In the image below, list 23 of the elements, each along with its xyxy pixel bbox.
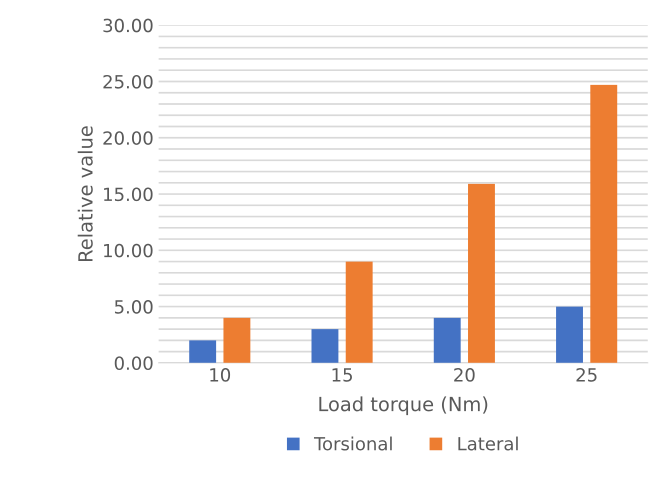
- bar: [189, 340, 216, 363]
- y-tick-label: 20.00: [103, 131, 153, 145]
- y-tick-label: 15.00: [104, 188, 153, 202]
- legend-label: Torsional: [314, 436, 392, 451]
- y-tick-label: 30.00: [103, 18, 153, 32]
- x-tick-label: 20: [454, 368, 475, 382]
- x-axis-title: Load torque (Nm): [319, 396, 488, 416]
- bar: [346, 262, 373, 363]
- y-tick-label: 5.00: [114, 300, 153, 314]
- y-tick-label: 10.00: [104, 244, 153, 258]
- bar: [311, 329, 338, 363]
- y-axis-title: Relative value: [78, 126, 93, 261]
- legend-label: Lateral: [458, 436, 518, 451]
- x-tick-label: 15: [332, 368, 352, 382]
- bar: [434, 318, 461, 363]
- bar: [468, 184, 495, 363]
- bar: [590, 84, 618, 363]
- x-tick-label: 10: [210, 368, 230, 382]
- x-tick-label: 25: [576, 368, 597, 382]
- bar: [556, 306, 583, 363]
- bar: [223, 318, 250, 363]
- y-tick-label: 0.00: [114, 356, 153, 370]
- y-tick-label: 25.00: [103, 74, 153, 89]
